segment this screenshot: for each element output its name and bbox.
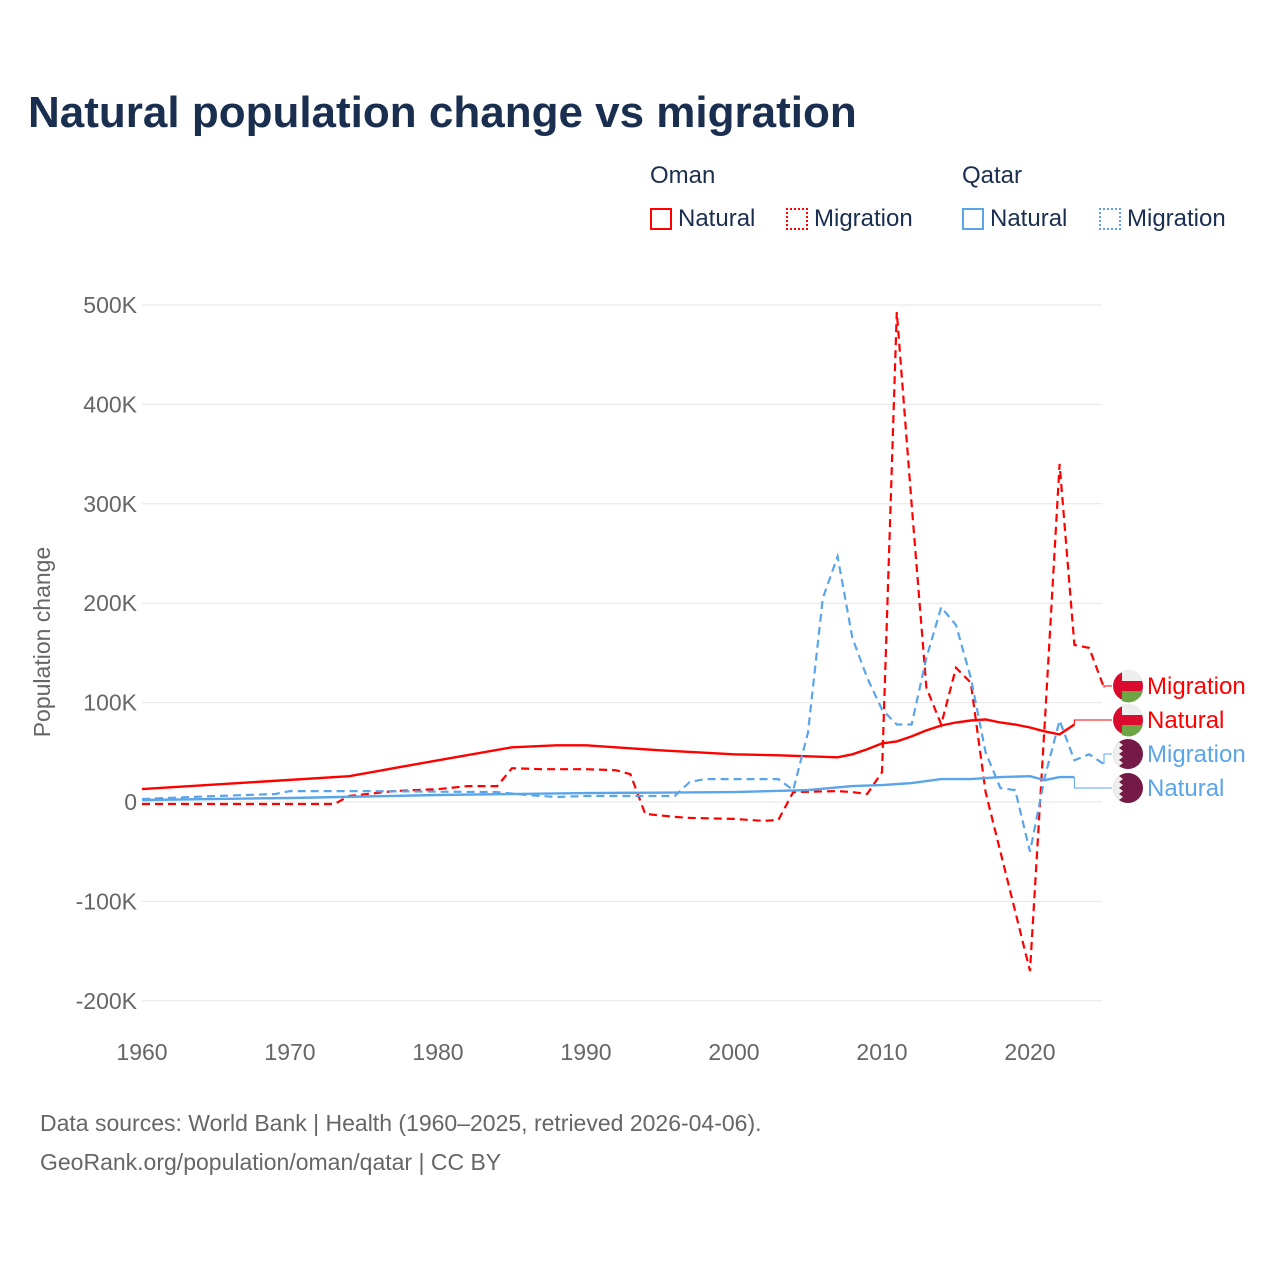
label-leader — [1073, 719, 1112, 725]
oman-flag-green — [1122, 725, 1143, 737]
legend-swatch-dotted — [1099, 208, 1121, 230]
x-tick-label: 2000 — [708, 1039, 759, 1065]
legend-label: Migration — [1127, 205, 1226, 232]
y-tick-label: 400K — [83, 391, 137, 417]
label-leader — [1073, 777, 1112, 789]
legend-swatch-solid — [650, 208, 672, 230]
series-end-label: Natural — [1147, 707, 1224, 734]
x-tick-label: 1990 — [560, 1039, 611, 1065]
series-line-qatar-migration — [141, 552, 1105, 852]
x-tick-label: 1980 — [412, 1039, 463, 1065]
y-tick-label: -100K — [76, 888, 138, 914]
footer-sources: Data sources: World Bank | Health (1960–… — [40, 1110, 762, 1136]
x-tick-label: 2020 — [1004, 1039, 1055, 1065]
x-tick-label: 1970 — [264, 1039, 315, 1065]
y-tick-label: 300K — [83, 491, 137, 517]
oman-flag-green — [1122, 691, 1143, 703]
x-tick-label: 1960 — [116, 1039, 167, 1065]
legend-label: Migration — [814, 205, 913, 232]
y-tick-label: 0 — [124, 789, 137, 815]
legend-oman-natural[interactable]: Natural — [650, 205, 755, 233]
y-tick-label: 500K — [83, 292, 137, 318]
qatar-flag-white — [1113, 776, 1123, 800]
x-tick-label: 2010 — [856, 1039, 907, 1065]
oman-flag-white — [1122, 669, 1143, 681]
legend-label: Natural — [990, 205, 1068, 232]
series-line-oman-natural — [141, 718, 1076, 791]
oman-flag-white — [1122, 703, 1143, 715]
legend-oman-migration[interactable]: Migration — [786, 205, 913, 233]
legend-swatch-dotted — [786, 208, 808, 230]
y-tick-label: -200K — [76, 988, 138, 1014]
y-tick-label: 100K — [83, 690, 137, 716]
legend-swatch-solid — [962, 208, 984, 230]
y-tick-label: 200K — [83, 590, 137, 616]
series-end-label: Migration — [1147, 673, 1246, 700]
legend-group-oman: Oman — [650, 162, 716, 189]
footer-link[interactable]: GeoRank.org/population/oman/qatar | CC B… — [40, 1149, 502, 1175]
chart-title: Natural population change vs migration — [28, 88, 857, 137]
label-leader — [1103, 685, 1112, 688]
legend-group-qatar: Qatar — [962, 162, 1023, 189]
series-line-qatar-natural — [141, 774, 1075, 802]
legend-qatar-migration[interactable]: Migration — [1099, 205, 1226, 233]
y-axis-label: Population change — [29, 547, 55, 738]
series-end-label: Migration — [1147, 741, 1246, 768]
legend-label: Natural — [678, 205, 756, 232]
series-end-label: Natural — [1147, 775, 1224, 802]
legend-qatar-natural[interactable]: Natural — [962, 205, 1067, 233]
series-line-oman-migration — [142, 311, 1106, 972]
label-leader — [1103, 753, 1112, 765]
qatar-flag-white — [1113, 742, 1123, 766]
